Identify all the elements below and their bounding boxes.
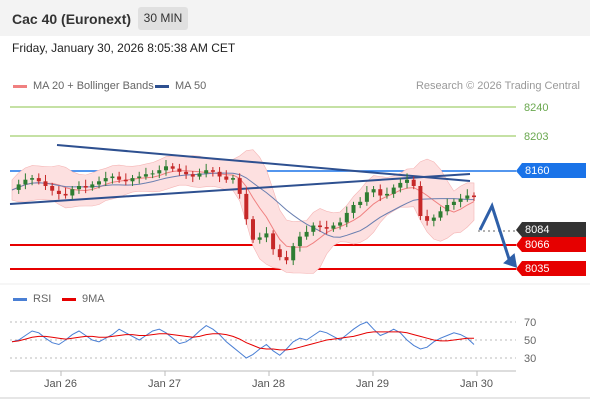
level-label-8035: 8035 — [525, 263, 549, 275]
x-label-jan29: Jan 29 — [356, 378, 389, 390]
rsi-tick-30: 30 — [524, 353, 536, 365]
x-label-jan26: Jan 26 — [44, 378, 77, 390]
x-label-jan28: Jan 28 — [252, 378, 285, 390]
level-tag-8084: 8084 — [516, 222, 586, 237]
bollinger-band — [12, 150, 474, 274]
x-label-jan30: Jan 30 — [460, 378, 493, 390]
level-tag-8066: 8066 — [516, 237, 586, 252]
rsi-9ma-line — [12, 332, 474, 350]
bollinger-band-fill — [12, 150, 474, 274]
rsi-tick-50: 50 — [524, 335, 536, 347]
level-tag-8160: 8160 — [516, 163, 586, 178]
legend-9ma: 9MA — [82, 293, 105, 305]
legend-rsi: RSI — [33, 293, 51, 305]
x-label-jan27: Jan 27 — [148, 378, 181, 390]
legend-swatch-9ma — [62, 298, 76, 301]
level-label-8084: 8084 — [525, 224, 549, 236]
candle — [251, 216, 255, 243]
level-label-8240: 8240 — [524, 102, 548, 114]
level-label-8066: 8066 — [525, 239, 549, 251]
rsi-panel: 70 50 30 — [10, 317, 536, 365]
candle — [418, 181, 422, 220]
legend-swatch-rsi — [13, 298, 27, 301]
forecast-arrow — [480, 206, 517, 270]
level-label-8203: 8203 — [524, 131, 548, 143]
level-tag-8035: 8035 — [516, 261, 586, 276]
rsi-tick-70: 70 — [524, 317, 536, 329]
x-axis-ticks — [61, 371, 477, 376]
level-label-8160: 8160 — [525, 165, 549, 177]
